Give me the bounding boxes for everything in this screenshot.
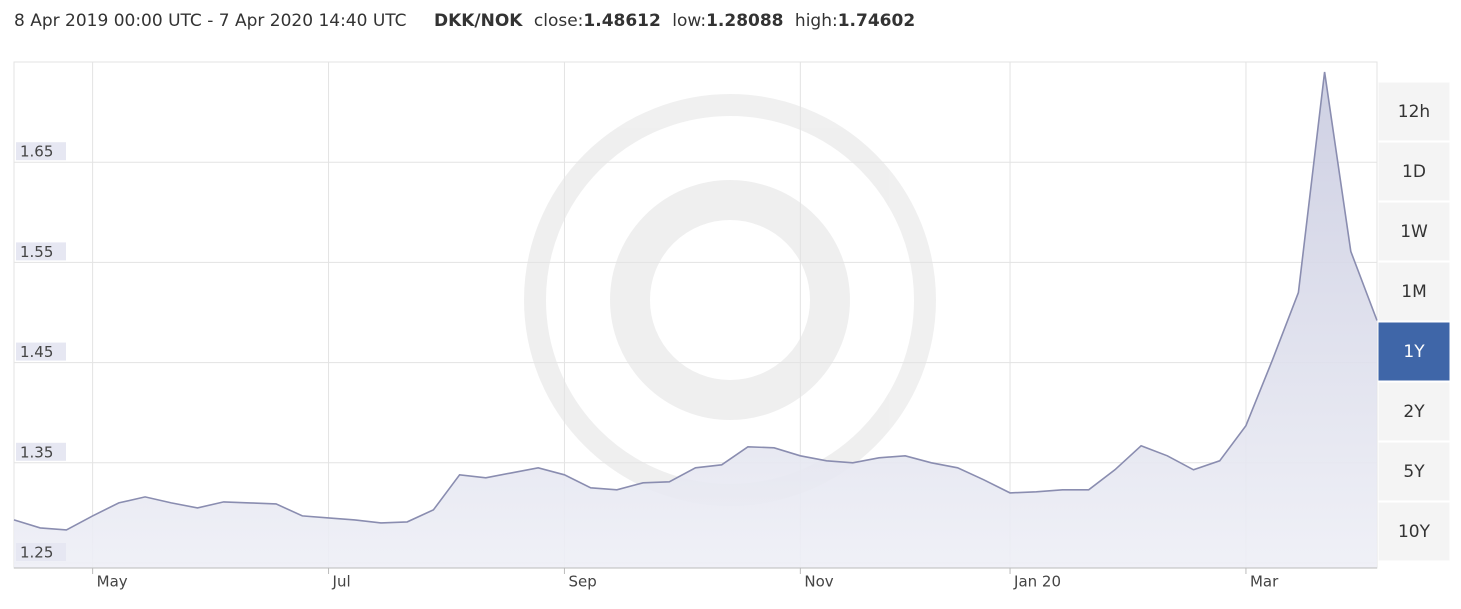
range-button-label[interactable]: 5Y — [1403, 462, 1425, 482]
range-button-label[interactable]: 1Y — [1403, 342, 1425, 362]
x-tick-label: May — [97, 573, 128, 591]
x-tick-label: Mar — [1250, 573, 1279, 591]
chart-header: 8 Apr 2019 00:00 UTC - 7 Apr 2020 14:40 … — [14, 11, 915, 31]
y-tick-label: 1.35 — [20, 443, 53, 461]
range-button-label[interactable]: 1W — [1400, 222, 1428, 242]
x-tick-label: Jan 20 — [1013, 573, 1061, 591]
range-button[interactable] — [1377, 141, 1451, 202]
range-button[interactable] — [1377, 81, 1451, 142]
range-button-label[interactable]: 1D — [1402, 162, 1426, 182]
range-button-label[interactable]: 12h — [1398, 102, 1430, 122]
range-button[interactable] — [1377, 501, 1451, 562]
y-tick-label: 1.45 — [20, 343, 53, 361]
range-button[interactable] — [1377, 381, 1451, 442]
y-tick-label: 1.65 — [20, 143, 53, 161]
range-button[interactable] — [1377, 261, 1451, 322]
range-button-label[interactable]: 1M — [1401, 282, 1426, 302]
y-tick-label: 1.25 — [20, 543, 53, 561]
range-button-label[interactable]: 2Y — [1403, 402, 1425, 422]
pair: DKK/NOK — [434, 11, 523, 31]
range-button[interactable] — [1377, 201, 1451, 262]
x-tick-label: Sep — [568, 573, 596, 591]
y-tick-label-bg — [16, 342, 66, 361]
y-tick-label: 1.55 — [20, 243, 53, 261]
low-label: low: — [672, 11, 706, 31]
x-tick-label: Jul — [332, 573, 351, 591]
low-value: 1.28088 — [706, 11, 783, 31]
x-tick-label: Nov — [804, 573, 833, 591]
range-button-label[interactable]: 10Y — [1398, 522, 1431, 542]
high-value: 1.74602 — [838, 11, 915, 31]
range-button[interactable] — [1377, 441, 1451, 502]
y-tick-label-bg — [16, 442, 66, 461]
high-label: high: — [795, 11, 838, 31]
y-tick-label-bg — [16, 142, 66, 161]
area-fill — [14, 72, 1377, 568]
close-value: 1.48612 — [583, 11, 660, 31]
y-tick-label-bg — [16, 242, 66, 261]
close-label: close: — [534, 11, 584, 31]
rate-line — [13, 71, 1378, 531]
range-button[interactable] — [1377, 321, 1451, 382]
y-tick-label-bg — [16, 542, 66, 561]
date-range: 8 Apr 2019 00:00 UTC - 7 Apr 2020 14:40 … — [14, 11, 407, 31]
